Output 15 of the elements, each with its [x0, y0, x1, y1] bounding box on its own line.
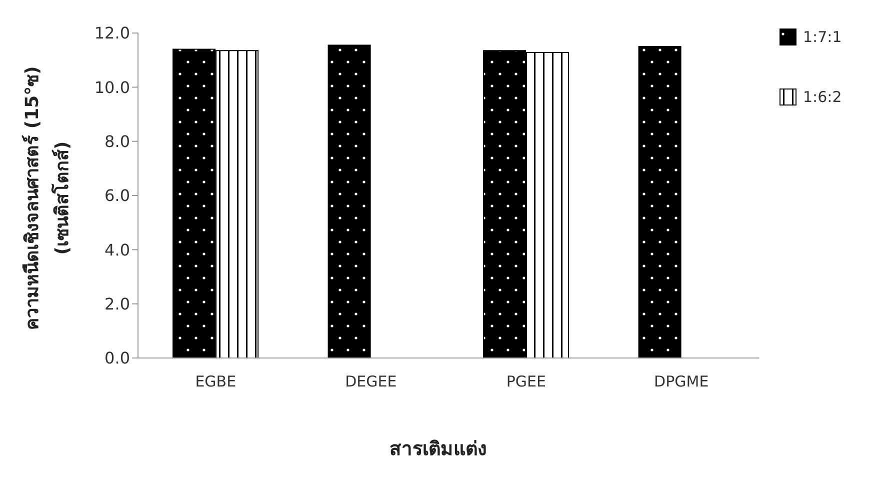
y-tick-label: 8.0	[104, 132, 130, 152]
y-axis-title: ความหนืดเชิงจลนศาสตร์ (15°ซ) (เซนติสโตกส์)	[20, 66, 74, 330]
y-tick-label: 10.0	[94, 78, 130, 97]
legend-label: 1:7:1	[803, 28, 842, 46]
x-tick-label: DPGME	[654, 372, 709, 391]
y-tick-label: 12.0	[94, 24, 130, 43]
x-tick-label: DEGEE	[345, 372, 397, 391]
y-tick-label: 6.0	[104, 186, 130, 206]
text: 1:6:2	[803, 88, 842, 106]
x-tick-label: EGBE	[195, 372, 236, 391]
y-tick-label: 4.0	[104, 240, 130, 260]
x-tick-label: PGEE	[506, 372, 546, 391]
y-tick-label: 0.0	[104, 348, 130, 368]
y-tick-label: 2.0	[104, 294, 130, 314]
x-axis-title: สารเติมแต่ง	[388, 437, 488, 462]
